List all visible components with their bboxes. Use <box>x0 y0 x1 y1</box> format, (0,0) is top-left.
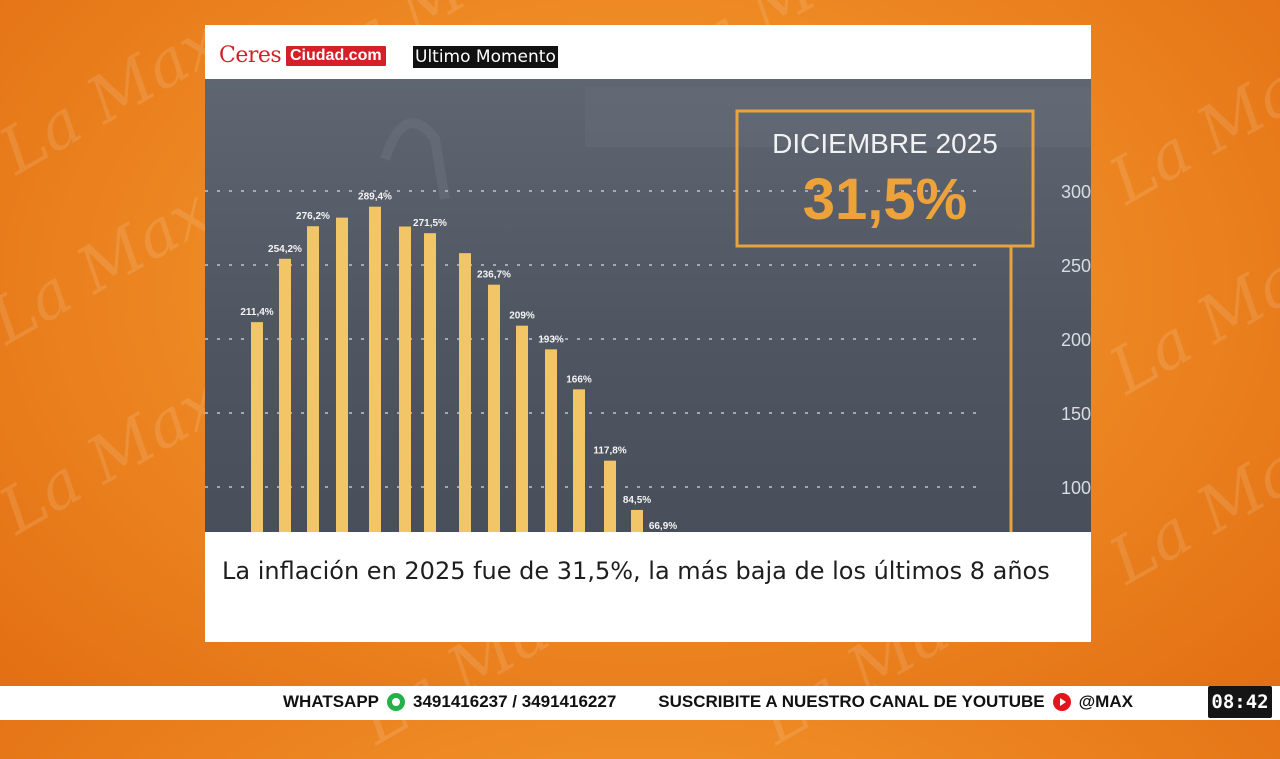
logo-ceres: Ceres <box>219 43 282 68</box>
logo-ciudad: Ciudad.com <box>286 46 386 66</box>
headline[interactable]: La inflación en 2025 fue de 31,5%, la má… <box>222 557 1050 585</box>
y-tick-label: 200 <box>1061 330 1091 350</box>
bar-value-label: 236,7% <box>477 270 511 281</box>
chart-bar <box>399 226 411 532</box>
bar-value-label: 66,9% <box>649 521 677 532</box>
highlight-value: 31,5% <box>803 167 967 232</box>
clock: 08:42 <box>1208 686 1272 718</box>
bar-value-label: 254,2% <box>268 244 302 255</box>
phone-numbers: 3491416237 / 3491416227 <box>413 692 617 711</box>
bg-shape <box>380 118 450 200</box>
inflation-bar-chart: 211,4% 254,2% 276,2% 289,4% 271,5% 236,7% 209%… <box>205 87 1091 532</box>
breaking-news-badge: Ultimo Momento <box>413 46 558 68</box>
highlight-box <box>735 109 1035 248</box>
whatsapp-label: WHATSAPP <box>283 692 380 711</box>
highlight-period: DICIEMBRE 2025 <box>772 128 998 159</box>
bg-shape <box>585 87 1091 147</box>
chart-bar <box>488 284 500 532</box>
chart-bar <box>459 253 471 532</box>
chart-bar <box>336 217 348 532</box>
chart-bar <box>545 349 557 532</box>
watermark-text: La Max <box>1097 34 1280 220</box>
chart-bar <box>369 206 381 532</box>
chart-bar <box>424 233 436 532</box>
bottom-ticker: WHATSAPP 3491416237 / 3491416227 SUSCRIB… <box>0 686 1280 720</box>
channel-handle: @MAX <box>1078 692 1133 711</box>
bar-value-label: 276,2% <box>296 211 330 222</box>
watermark-text: La Max <box>1097 414 1280 600</box>
bar-value-label: 117,8% <box>593 446 626 457</box>
bar-value-label: 166% <box>566 374 592 385</box>
youtube-label: SUSCRIBITE A NUESTRO CANAL DE YOUTUBE <box>658 692 1045 711</box>
y-tick-label: 300 <box>1061 182 1091 202</box>
news-header: Ceres Ciudad.com Ultimo Momento <box>205 25 1091 79</box>
bar-value-label: 271,5% <box>413 218 447 229</box>
bar-value-label: 209% <box>509 311 535 322</box>
watermark-text: La Max <box>0 174 224 360</box>
bar-value-label: 211,4% <box>240 307 273 318</box>
chart-bar <box>516 325 528 532</box>
bar-value-label: 84,5% <box>623 495 651 506</box>
y-tick-label: 150 <box>1061 404 1091 424</box>
inflation-chart-image: 211,4% 254,2% 276,2% 289,4% 271,5% 236,7% 209%… <box>205 79 1091 532</box>
watermark-text: La Max <box>0 364 234 550</box>
chart-bar <box>573 389 585 532</box>
watermark-text: La Max <box>1097 224 1280 410</box>
y-tick-label: 250 <box>1061 256 1091 276</box>
chart-bar <box>279 258 291 532</box>
chart-bar <box>307 226 319 532</box>
chart-bar <box>604 460 616 532</box>
chart-bar <box>631 509 643 532</box>
news-card: Ceres Ciudad.com Ultimo Momento 211,4% 25… <box>205 25 1091 642</box>
y-tick-label: 100 <box>1061 478 1091 498</box>
youtube-icon <box>1052 693 1071 711</box>
watermark-text: La Max <box>0 4 234 190</box>
bar-value-label: 193% <box>538 334 564 345</box>
whatsapp-icon <box>387 693 406 711</box>
bar-value-label: 289,4% <box>358 192 392 203</box>
chart-bar <box>251 322 263 532</box>
